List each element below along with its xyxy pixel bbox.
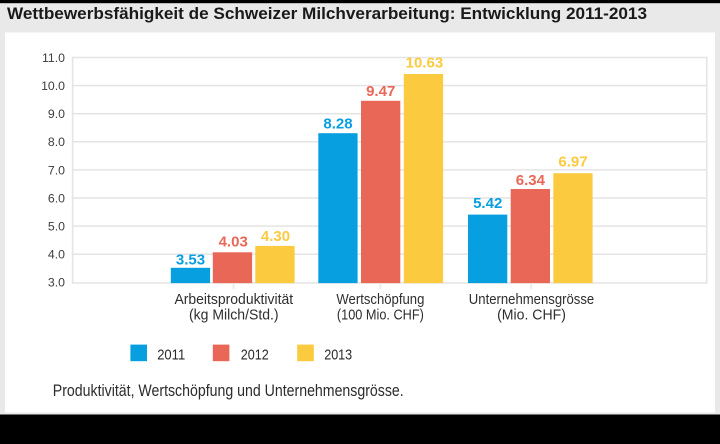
svg-text:Produktivität, Wertschöpfung u: Produktivität, Wertschöpfung und Unterne… — [53, 381, 404, 400]
svg-text:4.30: 4.30 — [261, 228, 290, 245]
svg-text:6.0: 6.0 — [48, 191, 65, 205]
svg-text:Wettbewerbsfähigkeit de Schwei: Wettbewerbsfähigkeit de Schweizer Milchv… — [7, 4, 647, 23]
svg-text:(100 Mio. CHF): (100 Mio. CHF) — [337, 307, 424, 324]
svg-text:10.0: 10.0 — [41, 79, 65, 93]
svg-text:4.0: 4.0 — [48, 248, 65, 262]
svg-text:2012: 2012 — [241, 347, 269, 364]
svg-text:8.28: 8.28 — [323, 115, 352, 132]
svg-text:Wertschöpfung: Wertschöpfung — [336, 291, 424, 308]
svg-text:4.03: 4.03 — [219, 233, 248, 250]
svg-text:9.47: 9.47 — [366, 83, 395, 100]
svg-text:11.0: 11.0 — [42, 51, 65, 65]
svg-text:5.42: 5.42 — [473, 195, 502, 212]
svg-text:5.0: 5.0 — [48, 220, 65, 234]
svg-text:Arbeitsproduktivität: Arbeitsproduktivität — [174, 291, 293, 308]
svg-text:3.53: 3.53 — [176, 251, 205, 268]
svg-text:6.34: 6.34 — [516, 172, 546, 189]
svg-text:2011: 2011 — [157, 347, 185, 364]
svg-text:(Mio. CHF): (Mio. CHF) — [497, 307, 566, 324]
svg-text:8.0: 8.0 — [48, 135, 65, 149]
svg-text:2013: 2013 — [324, 347, 352, 364]
svg-text:7.0: 7.0 — [48, 163, 65, 177]
svg-text:(kg Milch/Std.): (kg Milch/Std.) — [189, 307, 279, 324]
svg-text:9.0: 9.0 — [48, 107, 65, 121]
svg-text:10.63: 10.63 — [406, 55, 444, 72]
svg-text:Unternehmensgrösse: Unternehmensgrösse — [469, 291, 594, 308]
svg-text:6.97: 6.97 — [558, 154, 587, 171]
svg-text:3.0: 3.0 — [48, 276, 65, 290]
